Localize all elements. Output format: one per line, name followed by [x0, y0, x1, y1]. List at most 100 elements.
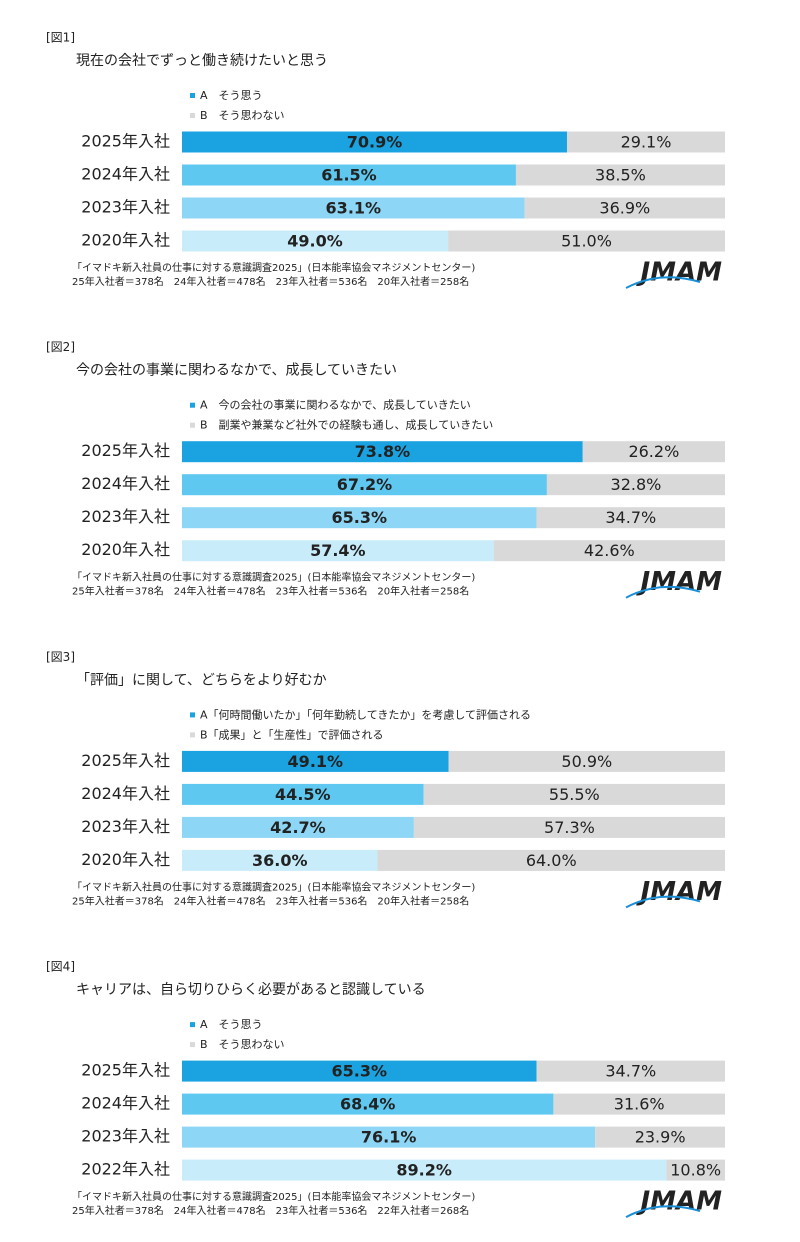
data-label: 29.1% — [621, 133, 672, 152]
bar-segment — [182, 507, 537, 529]
legend-swatch — [190, 422, 195, 428]
data-label: 70.9% — [347, 133, 403, 152]
category-label: 2024年入社 — [81, 1094, 170, 1113]
source-note: 「イマドキ新入社員の仕事に対する意識調査2025」(日本能率協会マネジメントセン… — [72, 261, 475, 274]
data-label: 38.5% — [595, 166, 646, 185]
bar-segment — [182, 1126, 596, 1148]
data-label: 36.0% — [252, 851, 308, 870]
bar-segment — [553, 1093, 725, 1115]
category-label: 2023年入社 — [81, 198, 170, 217]
category-label: 2024年入社 — [81, 784, 170, 803]
data-label: 65.3% — [332, 508, 388, 527]
data-label: 61.5% — [321, 166, 377, 185]
sample-note: 25年入社者＝378名 24年入社者＝478名 23年入社者＝536名 20年入… — [72, 894, 469, 907]
logo: JMAM — [635, 877, 722, 907]
legend-swatch — [190, 113, 195, 118]
legend-label: A そう思う — [200, 89, 263, 102]
category-label: 2023年入社 — [81, 817, 170, 836]
logo: JMAM — [635, 1187, 722, 1217]
data-label: 42.6% — [584, 541, 635, 560]
bar-segment — [182, 441, 583, 463]
data-label: 89.2% — [396, 1161, 452, 1180]
figure-label: [図2] — [46, 340, 75, 354]
category-label: 2025年入社 — [81, 1061, 170, 1080]
logo-swoosh — [625, 585, 701, 599]
category-label: 2020年入社 — [81, 231, 170, 250]
data-label: 34.7% — [605, 508, 656, 527]
logo-swoosh — [625, 895, 701, 909]
source-note: 「イマドキ新入社員の仕事に対する意識調査2025」(日本能率協会マネジメントセン… — [72, 1190, 475, 1203]
legend-swatch — [190, 712, 195, 718]
legend-label: B「成果」と「生産性」で評価される — [200, 727, 384, 741]
data-label: 76.1% — [361, 1128, 417, 1147]
legend-swatch — [190, 1042, 195, 1048]
bar-segment — [182, 164, 516, 186]
sample-note: 25年入社者＝378名 24年入社者＝478名 23年入社者＝536名 20年入… — [72, 275, 469, 288]
bar-segment — [413, 816, 725, 838]
figure-label: [図1] — [46, 31, 75, 45]
data-label: 67.2% — [337, 475, 393, 494]
category-label: 2024年入社 — [81, 165, 170, 184]
category-label: 2025年入社 — [81, 751, 170, 770]
data-label: 36.9% — [599, 199, 650, 218]
data-label: 55.5% — [549, 785, 600, 804]
category-label: 2020年入社 — [81, 850, 170, 869]
bar-segment — [582, 441, 725, 463]
source-note: 「イマドキ新入社員の仕事に対する意識調査2025」(日本能率協会マネジメントセン… — [72, 880, 475, 893]
category-label: 2024年入社 — [81, 474, 170, 493]
bar-segment — [182, 230, 449, 252]
bar-segment — [182, 1159, 667, 1181]
bar-segment — [182, 1093, 554, 1115]
bar-segment — [377, 849, 725, 871]
data-label: 32.8% — [611, 475, 662, 494]
data-label: 64.0% — [526, 851, 577, 870]
data-label: 26.2% — [628, 442, 679, 461]
data-label: 44.5% — [275, 785, 331, 804]
legend-swatch — [190, 402, 195, 408]
legend-label: A「何時間働いたか」「何年勤続してきたか」を考慮して評価される — [200, 707, 531, 721]
chart-title: 現在の会社でずっと働き続けたいと思う — [76, 52, 328, 69]
figure-label: [図3] — [46, 650, 75, 664]
data-label: 63.1% — [326, 199, 382, 218]
bar-segment — [536, 1060, 725, 1082]
data-label: 34.7% — [605, 1062, 656, 1081]
bar-segment — [515, 164, 725, 186]
legend-label: A そう思う — [200, 1018, 263, 1031]
bar-segment — [524, 197, 725, 219]
data-label: 10.8% — [670, 1161, 721, 1180]
sample-note: 25年入社者＝378名 24年入社者＝478名 23年入社者＝536名 20年入… — [72, 585, 469, 598]
bar-segment — [182, 783, 424, 805]
chart-title: キャリアは、自ら切りひらく必要があると認識している — [76, 982, 426, 998]
legend-label: B そう思わない — [200, 109, 285, 122]
legend-swatch — [190, 732, 195, 738]
logo: JMAM — [635, 258, 722, 288]
bar-segment — [182, 197, 525, 219]
data-label: 51.0% — [561, 232, 612, 251]
data-label: 65.3% — [332, 1062, 388, 1081]
logo-swoosh — [625, 1205, 701, 1218]
data-label: 57.4% — [310, 541, 366, 560]
bar-segment — [182, 849, 378, 871]
data-label: 73.8% — [355, 442, 411, 461]
legend-swatch — [190, 1022, 195, 1028]
bar-segment — [182, 750, 449, 772]
bar-segment — [546, 474, 725, 496]
bar-segment — [566, 131, 725, 153]
data-label: 42.7% — [270, 818, 326, 837]
category-label: 2023年入社 — [81, 507, 170, 526]
data-label: 57.3% — [544, 818, 595, 837]
bar-segment — [536, 507, 725, 529]
data-label: 49.0% — [287, 232, 343, 251]
legend-label: B 副業や兼業など社外での経験も通し、成長していきたい — [200, 418, 493, 432]
bar-segment — [448, 230, 725, 252]
chart-title: 「評価」に関して、どちらをより好むか — [76, 672, 327, 688]
bar-segment — [182, 540, 494, 562]
data-label: 31.6% — [614, 1095, 665, 1114]
legend-label: A 今の会社の事業に関わるなかで、成長していきたい — [200, 398, 471, 412]
bar-segment — [448, 750, 725, 772]
data-label: 49.1% — [288, 752, 344, 771]
bar-segment — [493, 540, 725, 562]
legend-label: B そう思わない — [200, 1038, 285, 1051]
bar-segment — [423, 783, 725, 805]
